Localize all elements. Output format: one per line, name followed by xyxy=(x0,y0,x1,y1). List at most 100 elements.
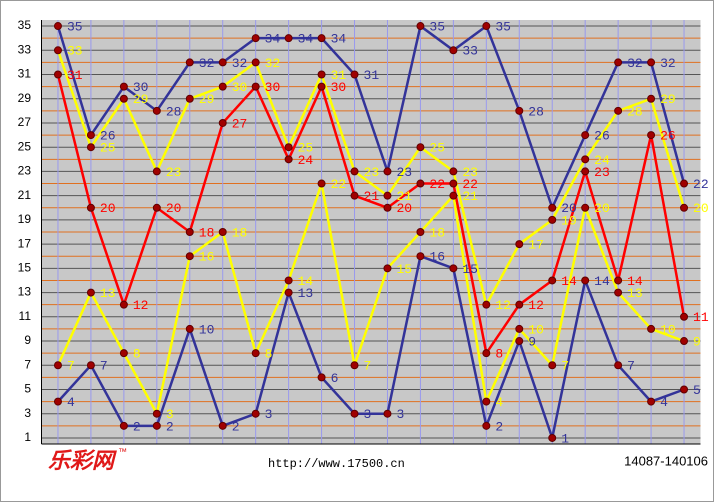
data-label: 18 xyxy=(199,225,215,240)
data-label: 2 xyxy=(232,419,240,434)
data-label: 34 xyxy=(298,32,314,47)
point xyxy=(251,82,260,91)
y-tick-label: 19 xyxy=(18,212,32,226)
y-tick-label: 27 xyxy=(18,115,32,129)
data-label: 12 xyxy=(495,298,511,313)
point xyxy=(251,58,260,67)
data-label: 28 xyxy=(528,104,544,119)
point xyxy=(284,34,293,43)
point xyxy=(581,155,590,164)
data-label: 22 xyxy=(693,177,709,192)
point xyxy=(185,94,194,103)
data-label: 4 xyxy=(67,395,75,410)
point xyxy=(515,300,524,309)
url: http://www.17500.cn xyxy=(268,457,405,471)
point xyxy=(383,167,392,176)
point xyxy=(647,131,656,140)
data-label: 3 xyxy=(396,407,404,422)
point xyxy=(383,191,392,200)
data-label: 4 xyxy=(660,395,668,410)
point xyxy=(317,70,326,79)
y-tick-label: 35 xyxy=(18,18,32,32)
data-label: 5 xyxy=(693,383,701,398)
data-label: 27 xyxy=(232,116,248,131)
y-tick-label: 21 xyxy=(18,188,32,202)
point xyxy=(119,82,128,91)
point xyxy=(350,191,359,200)
point xyxy=(185,228,194,236)
point xyxy=(53,22,62,31)
point xyxy=(152,167,161,176)
point xyxy=(86,131,95,140)
point xyxy=(647,324,656,333)
point xyxy=(284,143,293,152)
data-label: 31 xyxy=(67,68,83,83)
point xyxy=(680,337,689,346)
point xyxy=(218,118,227,127)
point xyxy=(218,421,227,430)
data-label: 25 xyxy=(298,141,314,156)
data-label: 30 xyxy=(331,80,347,95)
data-label: 24 xyxy=(298,153,314,168)
data-label: 32 xyxy=(265,56,281,71)
point xyxy=(317,82,326,91)
point xyxy=(86,361,95,370)
data-label: 26 xyxy=(594,129,610,144)
data-label: 14 xyxy=(298,274,314,289)
data-label: 13 xyxy=(627,286,643,301)
y-tick-label: 17 xyxy=(18,236,32,250)
data-label: 29 xyxy=(199,92,215,107)
point xyxy=(317,179,326,188)
point xyxy=(548,203,557,212)
point xyxy=(383,264,392,273)
data-label: 32 xyxy=(660,56,676,71)
point xyxy=(482,421,491,430)
data-label: 31 xyxy=(364,68,380,83)
point xyxy=(185,252,194,261)
y-tick-label: 11 xyxy=(19,309,32,323)
y-tick-label: 25 xyxy=(18,139,32,153)
y-tick-label: 9 xyxy=(24,333,31,347)
data-label: 16 xyxy=(199,250,215,265)
point xyxy=(152,409,161,418)
point xyxy=(284,288,293,297)
point xyxy=(680,385,689,394)
point xyxy=(53,361,62,370)
data-label: 14 xyxy=(627,274,643,289)
data-label: 6 xyxy=(331,371,339,386)
data-label: 18 xyxy=(429,225,445,240)
data-label: 23 xyxy=(396,165,412,180)
point xyxy=(350,361,359,370)
y-tick-label: 31 xyxy=(18,67,32,81)
point xyxy=(482,349,491,358)
data-label: 22 xyxy=(429,177,445,192)
point xyxy=(251,34,260,43)
y-tick-label: 7 xyxy=(24,357,31,371)
point xyxy=(449,167,458,176)
data-label: 3 xyxy=(265,407,273,422)
point xyxy=(614,276,623,285)
data-label: 25 xyxy=(100,141,116,156)
data-label: 2 xyxy=(495,419,503,434)
data-label: 35 xyxy=(429,19,445,34)
point xyxy=(416,252,425,261)
point xyxy=(251,349,260,358)
data-label: 20 xyxy=(594,201,610,216)
point xyxy=(152,203,161,212)
data-label: 10 xyxy=(199,322,215,337)
data-label: 3 xyxy=(364,407,372,422)
point xyxy=(548,361,557,370)
point xyxy=(53,46,62,55)
point xyxy=(152,421,161,430)
data-label: 23 xyxy=(462,165,478,180)
y-tick-label: 5 xyxy=(24,382,31,396)
data-label: 25 xyxy=(429,141,445,156)
point xyxy=(317,373,326,382)
point xyxy=(647,397,656,406)
point xyxy=(548,276,557,285)
point xyxy=(317,34,326,43)
point xyxy=(680,203,689,212)
data-label: 13 xyxy=(298,286,314,301)
point xyxy=(53,397,62,406)
data-label: 10 xyxy=(528,322,544,337)
